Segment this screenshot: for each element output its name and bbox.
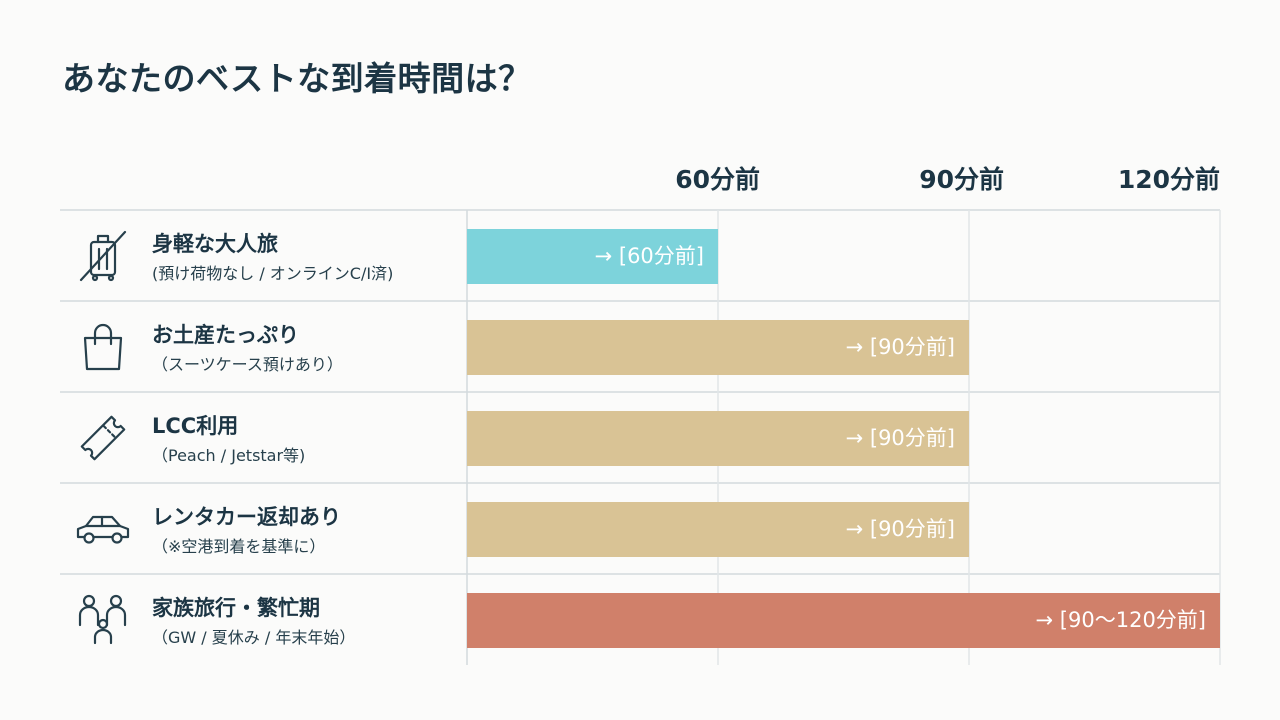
page-title: あなたのベストな到着時間は？ — [62, 59, 532, 98]
bar-label-0: → [60分前] — [594, 244, 704, 268]
bar-3: → [90分前] — [467, 502, 969, 557]
row-icon-3 — [74, 500, 132, 558]
row-title-2: LCC利用 — [152, 414, 239, 438]
row-subtitle-0: (預け荷物なし / オンラインC/I済) — [152, 264, 394, 283]
car-icon — [76, 515, 130, 544]
family-icon — [78, 594, 127, 645]
row-title-4: 家族旅行・繁忙期 — [152, 596, 320, 620]
row-title-3: レンタカー返却あり — [152, 505, 341, 529]
row-subtitle-1: （スーツケース預けあり） — [152, 355, 343, 374]
bar-0: → [60分前] — [467, 229, 718, 284]
bar-label-1: → [90分前] — [845, 335, 955, 359]
x-tick-60: 60分前 — [675, 165, 760, 194]
bar-1: → [90分前] — [467, 320, 969, 375]
row-subtitle-2: （Peach / Jetstar等) — [152, 446, 306, 465]
row-subtitle-3: （※空港到着を基準に） — [152, 537, 326, 556]
row-title-1: お土産たっぷり — [152, 323, 299, 347]
bar-4: → [90〜120分前] — [467, 593, 1220, 648]
shopping-bag-icon — [83, 323, 123, 371]
x-tick-90: 90分前 — [919, 165, 1004, 194]
row-icon-0 — [74, 227, 132, 285]
bar-label-4: → [90〜120分前] — [1035, 608, 1206, 632]
ticket-icon — [80, 415, 126, 461]
luggage-crossed-icon — [79, 230, 127, 282]
bar-2: → [90分前] — [467, 411, 969, 466]
row-icon-4 — [74, 591, 132, 649]
x-tick-120: 120分前 — [1117, 165, 1220, 194]
bar-label-3: → [90分前] — [845, 517, 955, 541]
row-icon-1 — [74, 318, 132, 376]
row-title-0: 身軽な大人旅 — [152, 232, 278, 256]
bar-label-2: → [90分前] — [845, 426, 955, 450]
row-subtitle-4: （GW / 夏休み / 年末年始） — [152, 628, 356, 647]
row-icon-2 — [74, 409, 132, 467]
